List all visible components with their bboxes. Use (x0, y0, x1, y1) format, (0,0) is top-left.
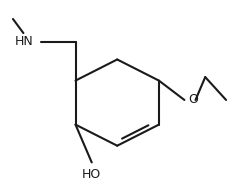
Text: O: O (188, 93, 198, 107)
Text: HN: HN (15, 35, 34, 48)
Text: HO: HO (82, 168, 101, 181)
